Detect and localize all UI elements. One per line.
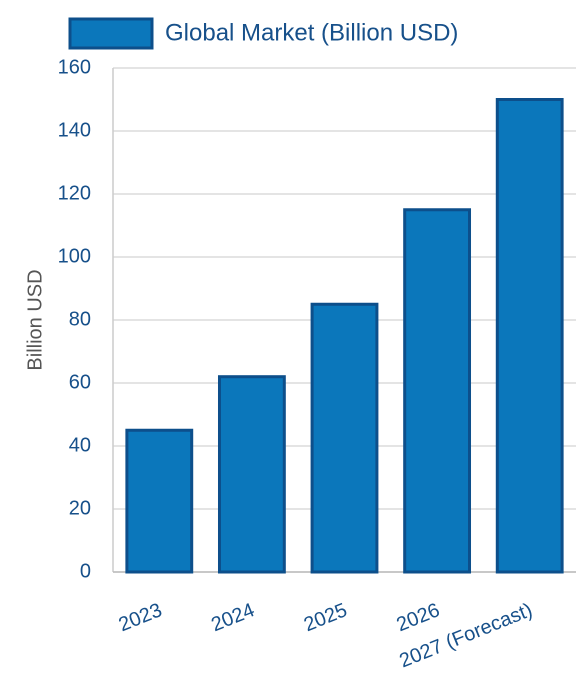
bar [403,208,472,574]
legend-label: Global Market (Billion USD) [165,19,458,46]
y-tick-label: 120 [58,182,91,204]
bar [310,302,379,574]
legend-swatch [68,17,154,50]
bar [217,375,286,574]
y-axis-label: Billion USD [24,269,46,370]
y-tick-label: 160 [58,56,91,78]
y-tick-label: 80 [69,308,91,330]
y-tick-label: 100 [58,245,91,267]
x-tick-label: 2026 [393,599,443,636]
x-tick-label: 2025 [301,599,351,636]
x-tick-label: 2024 [208,599,258,636]
y-tick-label: 60 [69,371,91,393]
y-tick-label: 40 [69,434,91,456]
x-tick-label: 2023 [116,599,166,636]
bar [125,428,194,574]
bar [495,98,564,574]
y-tick-label: 140 [58,119,91,141]
y-tick-label: 20 [69,497,91,519]
y-tick-label: 0 [80,560,91,582]
